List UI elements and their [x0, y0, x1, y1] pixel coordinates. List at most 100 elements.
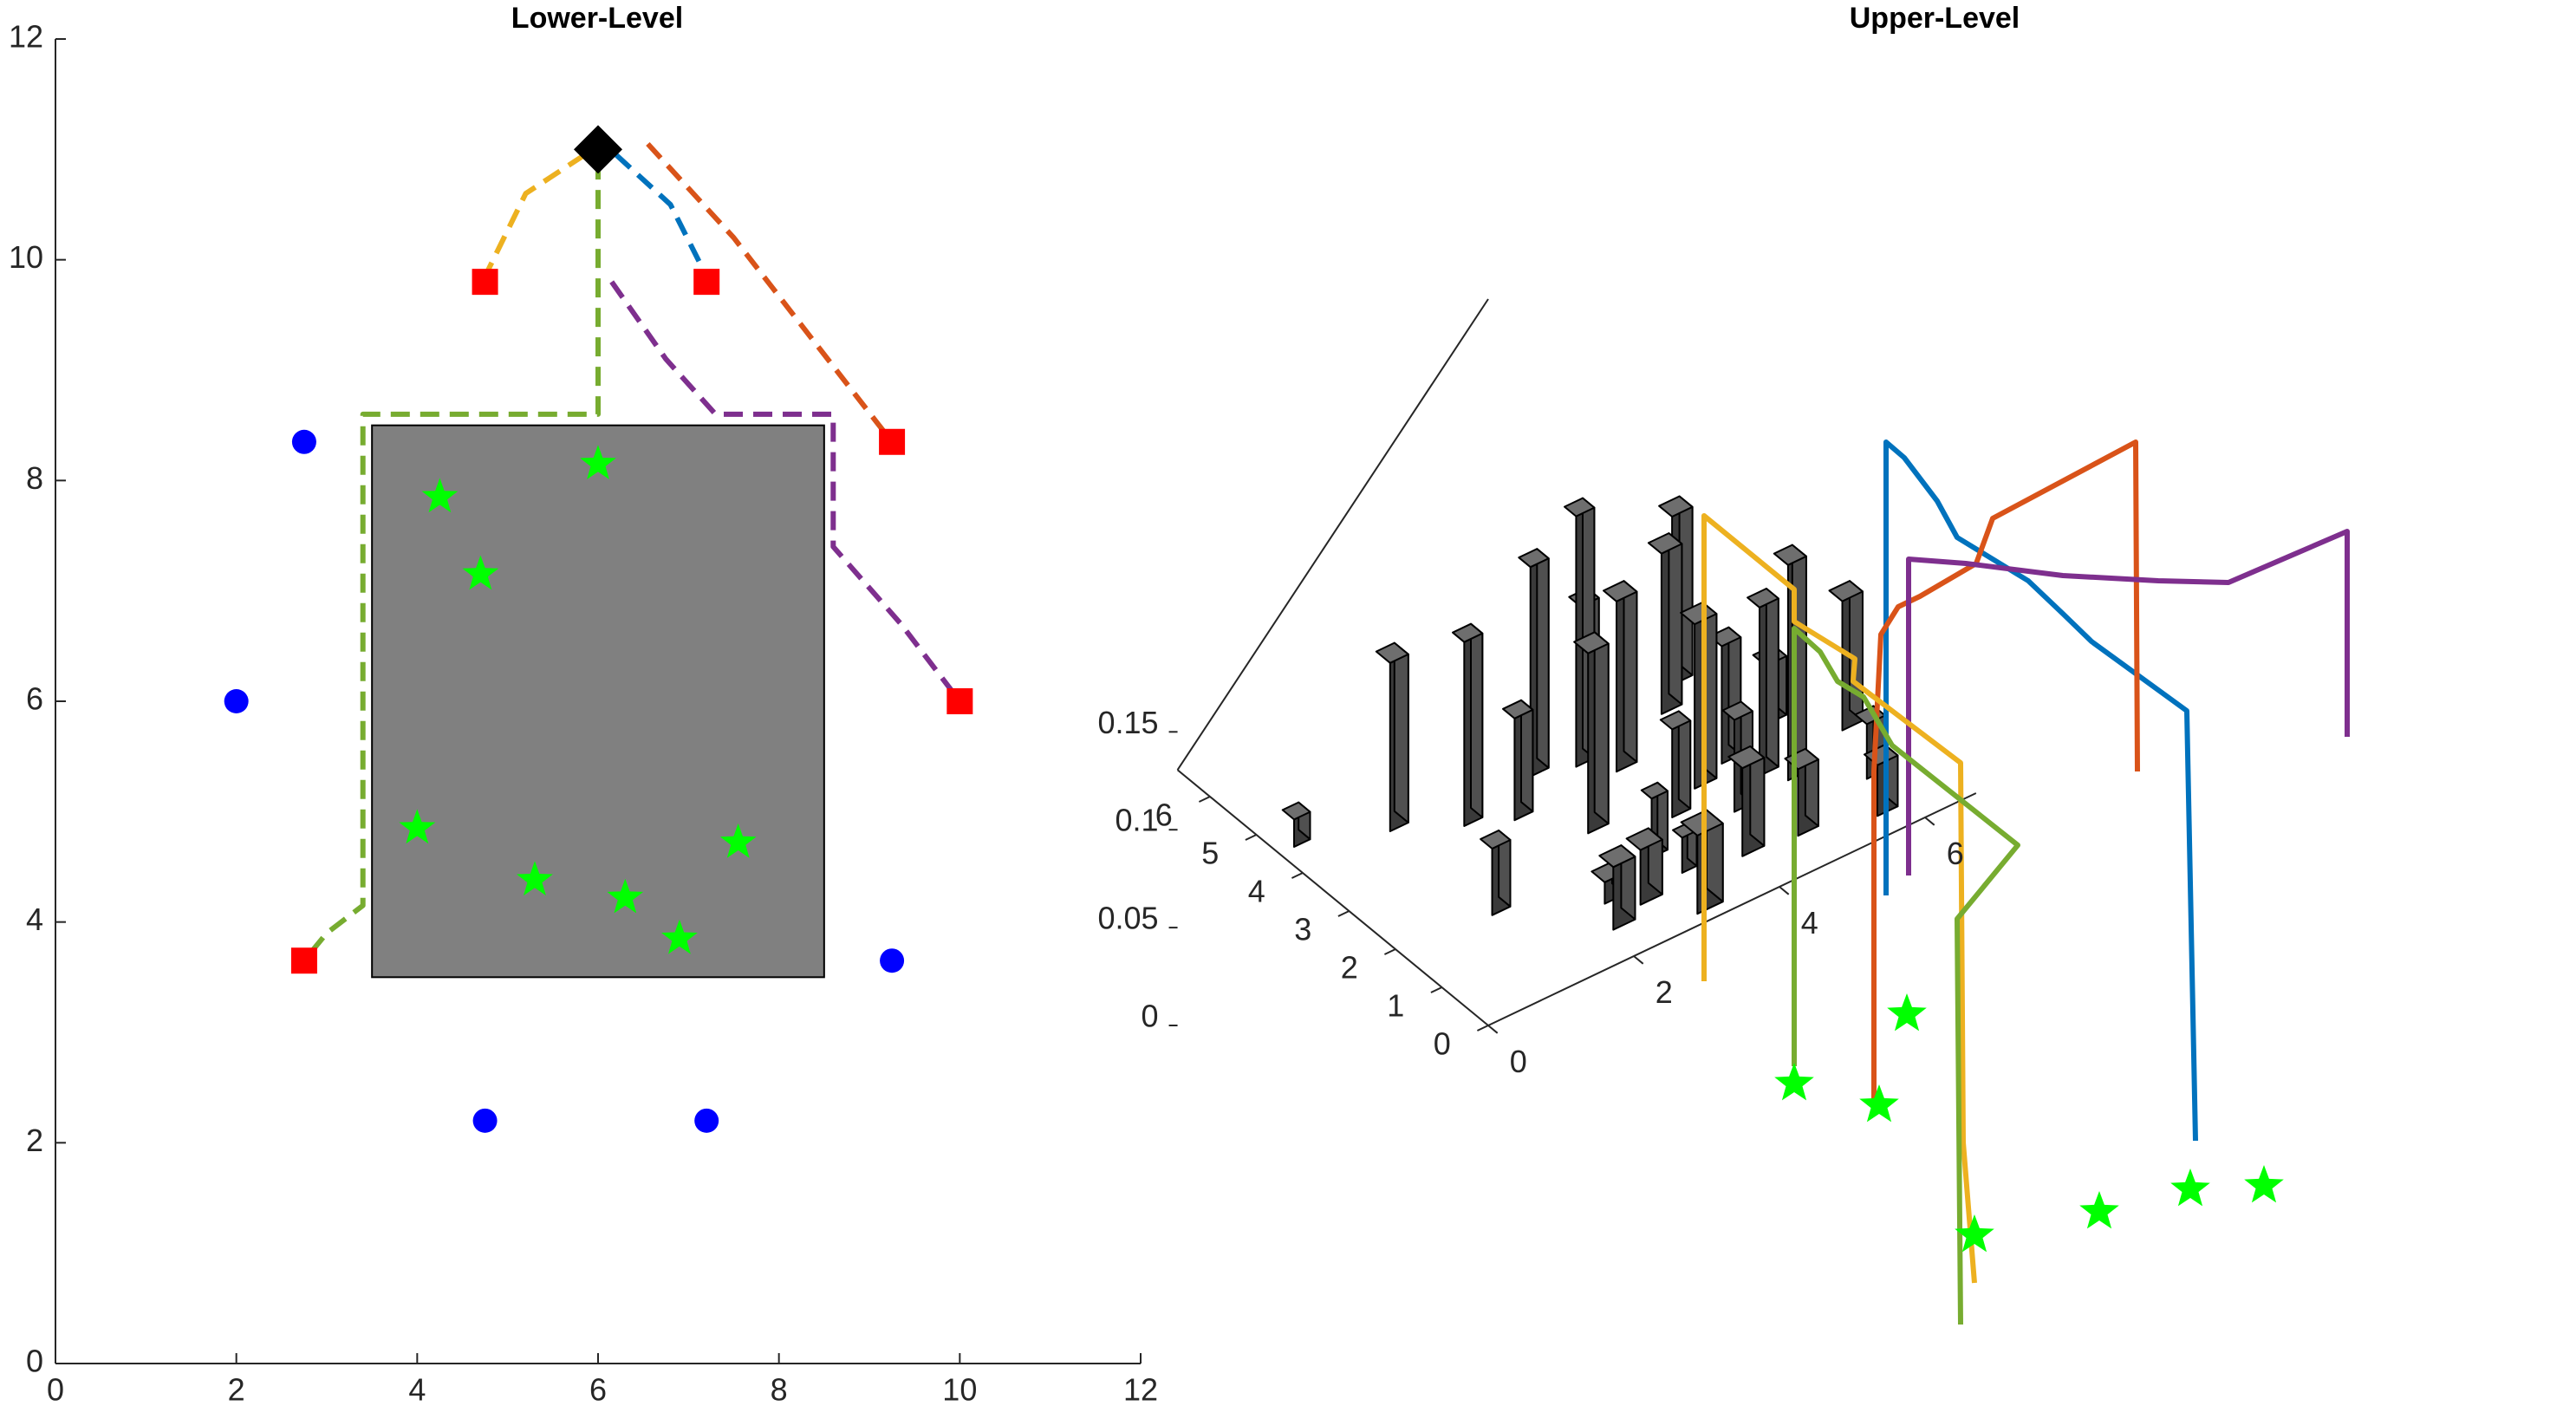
path-layer — [302, 141, 962, 963]
red-square-3 — [946, 688, 973, 714]
bar-top-face — [1658, 495, 1694, 517]
x-axis-3d — [1487, 792, 1977, 1026]
green-star-1 — [421, 478, 459, 513]
bar-top-face — [1747, 588, 1779, 609]
lower-path-3 — [609, 280, 962, 703]
upper-star-0 — [1774, 1063, 1814, 1101]
bar-side-face — [1393, 641, 1409, 823]
bar-top-face — [1828, 580, 1864, 602]
y-tick-label: 6 — [26, 681, 43, 717]
green-star-4 — [517, 861, 553, 896]
blue-point-0 — [291, 429, 316, 454]
bar-side-face — [1668, 532, 1683, 706]
y-tick-label-3d: 6 — [1155, 797, 1173, 833]
bar-top-face — [1598, 844, 1636, 869]
x-tick-label: 6 — [589, 1371, 607, 1407]
y-tick-mark-3d — [1198, 796, 1211, 803]
bar-side-face — [1470, 622, 1484, 818]
bar-top-face — [1480, 830, 1512, 849]
y-tick-mark-3d — [1476, 1025, 1489, 1032]
y-tick-label-3d: 0 — [1434, 1026, 1451, 1062]
red-square-2 — [879, 428, 906, 455]
bar-top-face — [1721, 700, 1753, 721]
upper-star-2 — [1887, 993, 1927, 1032]
blue-point-3 — [472, 1108, 498, 1133]
x-tick-mark-3d — [1487, 1025, 1499, 1034]
upper-path-0 — [1883, 439, 2198, 1142]
upper-star-4 — [2079, 1191, 2119, 1229]
lower-level-chart: Lower-Level 0 2 4 6 8 10 12 0 2 4 6 8 10 12 — [9, 2, 1158, 1407]
lower-path-1 — [614, 153, 709, 278]
y-tick-label: 2 — [26, 1123, 43, 1158]
y-tick-label: 0 — [26, 1344, 43, 1379]
upper-path-3 — [1701, 513, 1977, 1284]
bar-side-face — [1536, 548, 1550, 769]
x-tick-mark-3d — [1924, 817, 1935, 826]
green-star-7 — [661, 919, 698, 954]
y-tick-mark-3d — [1383, 948, 1396, 955]
lower-level-title: Lower-Level — [511, 2, 683, 35]
y-tick-label: 8 — [26, 460, 43, 496]
bar-top-face — [1659, 710, 1692, 731]
upper-path-1 — [1871, 439, 2140, 1101]
z-tick-label: 0 — [1142, 999, 1159, 1034]
bar-top-face — [1773, 544, 1807, 566]
z-axis-3d — [1176, 298, 1489, 771]
depot-diamond — [574, 125, 622, 174]
y-tick-label: 10 — [9, 239, 43, 275]
y-tick-mark-3d — [1430, 986, 1442, 993]
bars-3d — [1281, 495, 1899, 931]
upper-level-title: Upper-Level — [1850, 2, 2020, 35]
paths-3d — [1701, 439, 2350, 1325]
bar-top-face — [1625, 827, 1663, 851]
blue-point-2 — [880, 948, 905, 973]
bar-top-face — [1640, 781, 1669, 800]
bar-top-face — [1573, 631, 1610, 654]
axes-3d — [1176, 298, 1977, 1026]
upper-path-4 — [1792, 626, 2020, 1325]
x-tick-label-3d: 0 — [1510, 1044, 1527, 1079]
bar-side-face — [1623, 580, 1638, 763]
green-star-3 — [399, 809, 436, 844]
green-star-6 — [719, 823, 757, 858]
x-tick-label: 0 — [47, 1371, 64, 1407]
stars-3d — [1774, 993, 2284, 1253]
z-tick-label: 0.1 — [1116, 803, 1159, 838]
obstacle-layer — [371, 424, 825, 979]
y-tick-mark-3d — [1245, 834, 1257, 841]
x-tick-label: 2 — [228, 1371, 245, 1407]
y-axis-3d — [1176, 769, 1489, 1026]
bar-side-face — [1849, 580, 1864, 722]
y-tick-label: 4 — [26, 902, 43, 937]
y-tick-mark-3d — [1337, 910, 1350, 917]
x-tick-label-3d: 4 — [1801, 905, 1818, 941]
bar-top-face — [1452, 622, 1484, 643]
y-tick-label-3d: 2 — [1341, 950, 1358, 986]
bar-top-face — [1375, 641, 1409, 664]
x-tick-label-3d: 6 — [1947, 836, 1964, 871]
bar-side-face — [1593, 631, 1610, 825]
upper-star-5 — [2170, 1168, 2210, 1207]
x-tick-label: 4 — [408, 1371, 426, 1407]
y-tick-label-3d: 5 — [1201, 836, 1219, 871]
x-tick-label: 8 — [771, 1371, 788, 1407]
y-tick-label: 12 — [9, 19, 43, 55]
bar-top-face — [1564, 497, 1596, 517]
z-tick-label: 0.15 — [1097, 705, 1158, 740]
x-tick-mark-3d — [1779, 886, 1790, 895]
blue-point-4 — [694, 1108, 719, 1133]
bar-top-face — [1502, 699, 1534, 719]
bar-top-face — [1603, 580, 1638, 602]
y-tick-label-3d: 1 — [1387, 988, 1404, 1024]
bar-top-face — [1281, 801, 1311, 821]
green-star-5 — [607, 878, 644, 914]
lower-path-2 — [646, 141, 894, 444]
upper-star-6 — [2244, 1165, 2284, 1203]
marker-layer — [224, 125, 973, 1133]
lower-path-0 — [482, 153, 587, 278]
bar-side-face — [1765, 588, 1779, 768]
bar-top-face — [1647, 532, 1683, 555]
